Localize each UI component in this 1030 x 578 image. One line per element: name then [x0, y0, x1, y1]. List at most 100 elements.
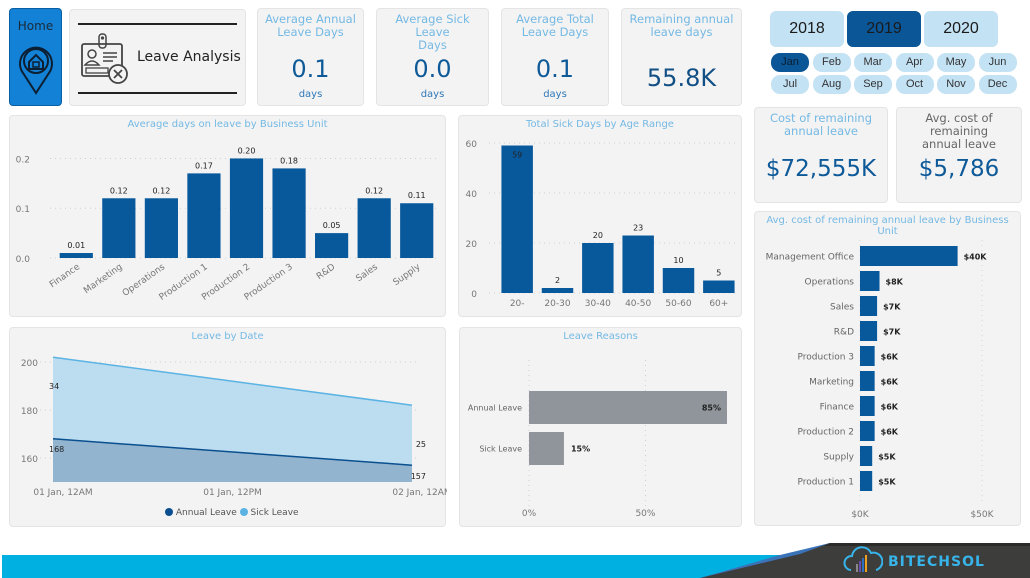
kpi-value: $5,786 [918, 156, 1000, 182]
chart-title: Total Sick Days by Age Range [526, 119, 674, 130]
kpi-title-line: annual leave [921, 137, 996, 151]
data-label: $6K [881, 353, 899, 362]
kpi-cost-remaining: Cost of remaining annual leave $72,555K [754, 107, 888, 203]
kpi-title: Remaining annual leave days [622, 13, 741, 39]
x-tick-label: Marketing [82, 262, 124, 296]
y-tick-label: Sales [830, 303, 854, 313]
bar[interactable] [662, 268, 695, 293]
bar[interactable] [860, 271, 880, 291]
data-label: 34 [49, 382, 59, 391]
divider [78, 92, 237, 94]
bar[interactable] [501, 145, 533, 294]
chart-leave-reasons: Leave Reasons 0% 50% Annual Leave 85% Sick L… [459, 327, 742, 527]
bar[interactable] [860, 421, 875, 441]
bar[interactable] [541, 288, 574, 293]
y-tick-label: 0.1 [16, 205, 30, 215]
data-label: 20 [593, 231, 603, 240]
bar[interactable] [400, 203, 434, 258]
chart-title: Average days on leave by Business Unit [127, 119, 328, 130]
data-label: $5K [878, 478, 896, 487]
month-button-jul[interactable]: Jul [771, 75, 809, 94]
month-button-mar[interactable]: Mar [854, 53, 892, 72]
y-tick-label: 0.0 [16, 255, 31, 265]
x-tick-label: 50-60 [665, 299, 691, 309]
data-label: 0.11 [408, 191, 426, 200]
bar[interactable] [860, 371, 875, 391]
bar[interactable] [59, 253, 93, 258]
data-label: 2 [555, 276, 560, 285]
kpi-title: Average Total Leave Days [502, 13, 608, 39]
bar[interactable] [315, 233, 349, 258]
month-button-may[interactable]: May [937, 53, 975, 72]
kpi-unit: days [543, 89, 567, 100]
y-tick-label: 20 [466, 240, 478, 250]
bar[interactable] [860, 296, 878, 316]
data-label: $40K [964, 253, 988, 262]
bar[interactable] [860, 446, 873, 466]
year-button-2019[interactable]: 2019 [847, 11, 921, 47]
data-label: 25 [416, 440, 426, 449]
month-button-dec[interactable]: Dec [978, 75, 1017, 94]
y-tick-label: 160 [21, 455, 38, 465]
kpi-title-line: leave days [650, 25, 713, 39]
y-tick-label: 180 [21, 407, 38, 417]
bar[interactable] [582, 243, 614, 293]
divider [78, 23, 237, 25]
month-button-jan[interactable]: Jan [771, 53, 809, 72]
bar[interactable] [229, 158, 264, 258]
month-button-jun[interactable]: Jun [978, 53, 1017, 72]
data-label: $6K [881, 428, 899, 437]
kpi-title-line: Cost of remaining [769, 111, 873, 125]
annual-leave-area[interactable] [53, 438, 412, 482]
bar[interactable] [529, 391, 727, 424]
x-tick-label: 20-30 [544, 299, 570, 309]
kpi-title-line: Average Annual [265, 12, 356, 26]
x-tick-label: R&D [315, 262, 337, 282]
data-label: 0.01 [67, 241, 85, 250]
bar[interactable] [529, 432, 564, 465]
x-tick-label: Sales [355, 262, 381, 284]
data-label: 0.17 [195, 161, 213, 170]
month-button-nov[interactable]: Nov [937, 75, 975, 94]
y-tick-label: Production 3 [798, 353, 854, 363]
x-tick-label: $0K [851, 510, 869, 520]
month-button-aug[interactable]: Aug [812, 75, 851, 94]
year-button-2020[interactable]: 2020 [924, 11, 998, 47]
bar[interactable] [622, 235, 654, 294]
sick-leave-area[interactable] [53, 357, 412, 466]
x-tick-label: 30-40 [585, 299, 611, 309]
y-tick-label: Operations [805, 278, 855, 288]
legend-label-annual[interactable]: Annual Leave [175, 508, 237, 518]
bar[interactable] [102, 198, 136, 258]
kpi-value: 0.1 [535, 55, 575, 83]
month-button-feb[interactable]: Feb [812, 53, 851, 72]
data-label: 85% [702, 404, 721, 413]
kpi-title: Cost of remaining annual leave [755, 112, 887, 138]
year-button-2018[interactable]: 2018 [770, 11, 844, 47]
kpi-title-line: Avg. cost of remaining [925, 111, 993, 138]
kpi-title-line: Average Sick Leave [395, 12, 470, 39]
bar[interactable] [703, 280, 735, 294]
bar[interactable] [272, 168, 306, 258]
data-label: $8K [886, 278, 904, 287]
bar[interactable] [144, 198, 178, 258]
bar[interactable] [860, 471, 873, 491]
kpi-value: 55.8K [646, 64, 717, 92]
bar[interactable] [187, 173, 221, 258]
bar[interactable] [860, 321, 878, 341]
data-label: 0.05 [323, 221, 341, 230]
bar[interactable] [860, 396, 875, 416]
bar[interactable] [860, 246, 958, 266]
month-button-sep[interactable]: Sep [854, 75, 892, 94]
month-button-apr[interactable]: Apr [895, 53, 934, 72]
sick-days-bar-chart: 0 20 40 60 59 20- 2 20-30 20 30-40 23 40-50 10 50-60 5… [466, 140, 739, 309]
month-button-oct[interactable]: Oct [895, 75, 934, 94]
home-button[interactable]: Home [9, 8, 62, 106]
data-label: 0.18 [280, 156, 298, 165]
bar[interactable] [860, 346, 875, 366]
legend-label-sick[interactable]: Sick Leave [250, 508, 299, 518]
kpi-avg-total-leave: Average Total Leave Days 0.1 days [501, 8, 609, 106]
bar[interactable] [357, 198, 391, 258]
page-title: Leave Analysis [137, 49, 241, 65]
data-label: 5 [716, 269, 721, 278]
